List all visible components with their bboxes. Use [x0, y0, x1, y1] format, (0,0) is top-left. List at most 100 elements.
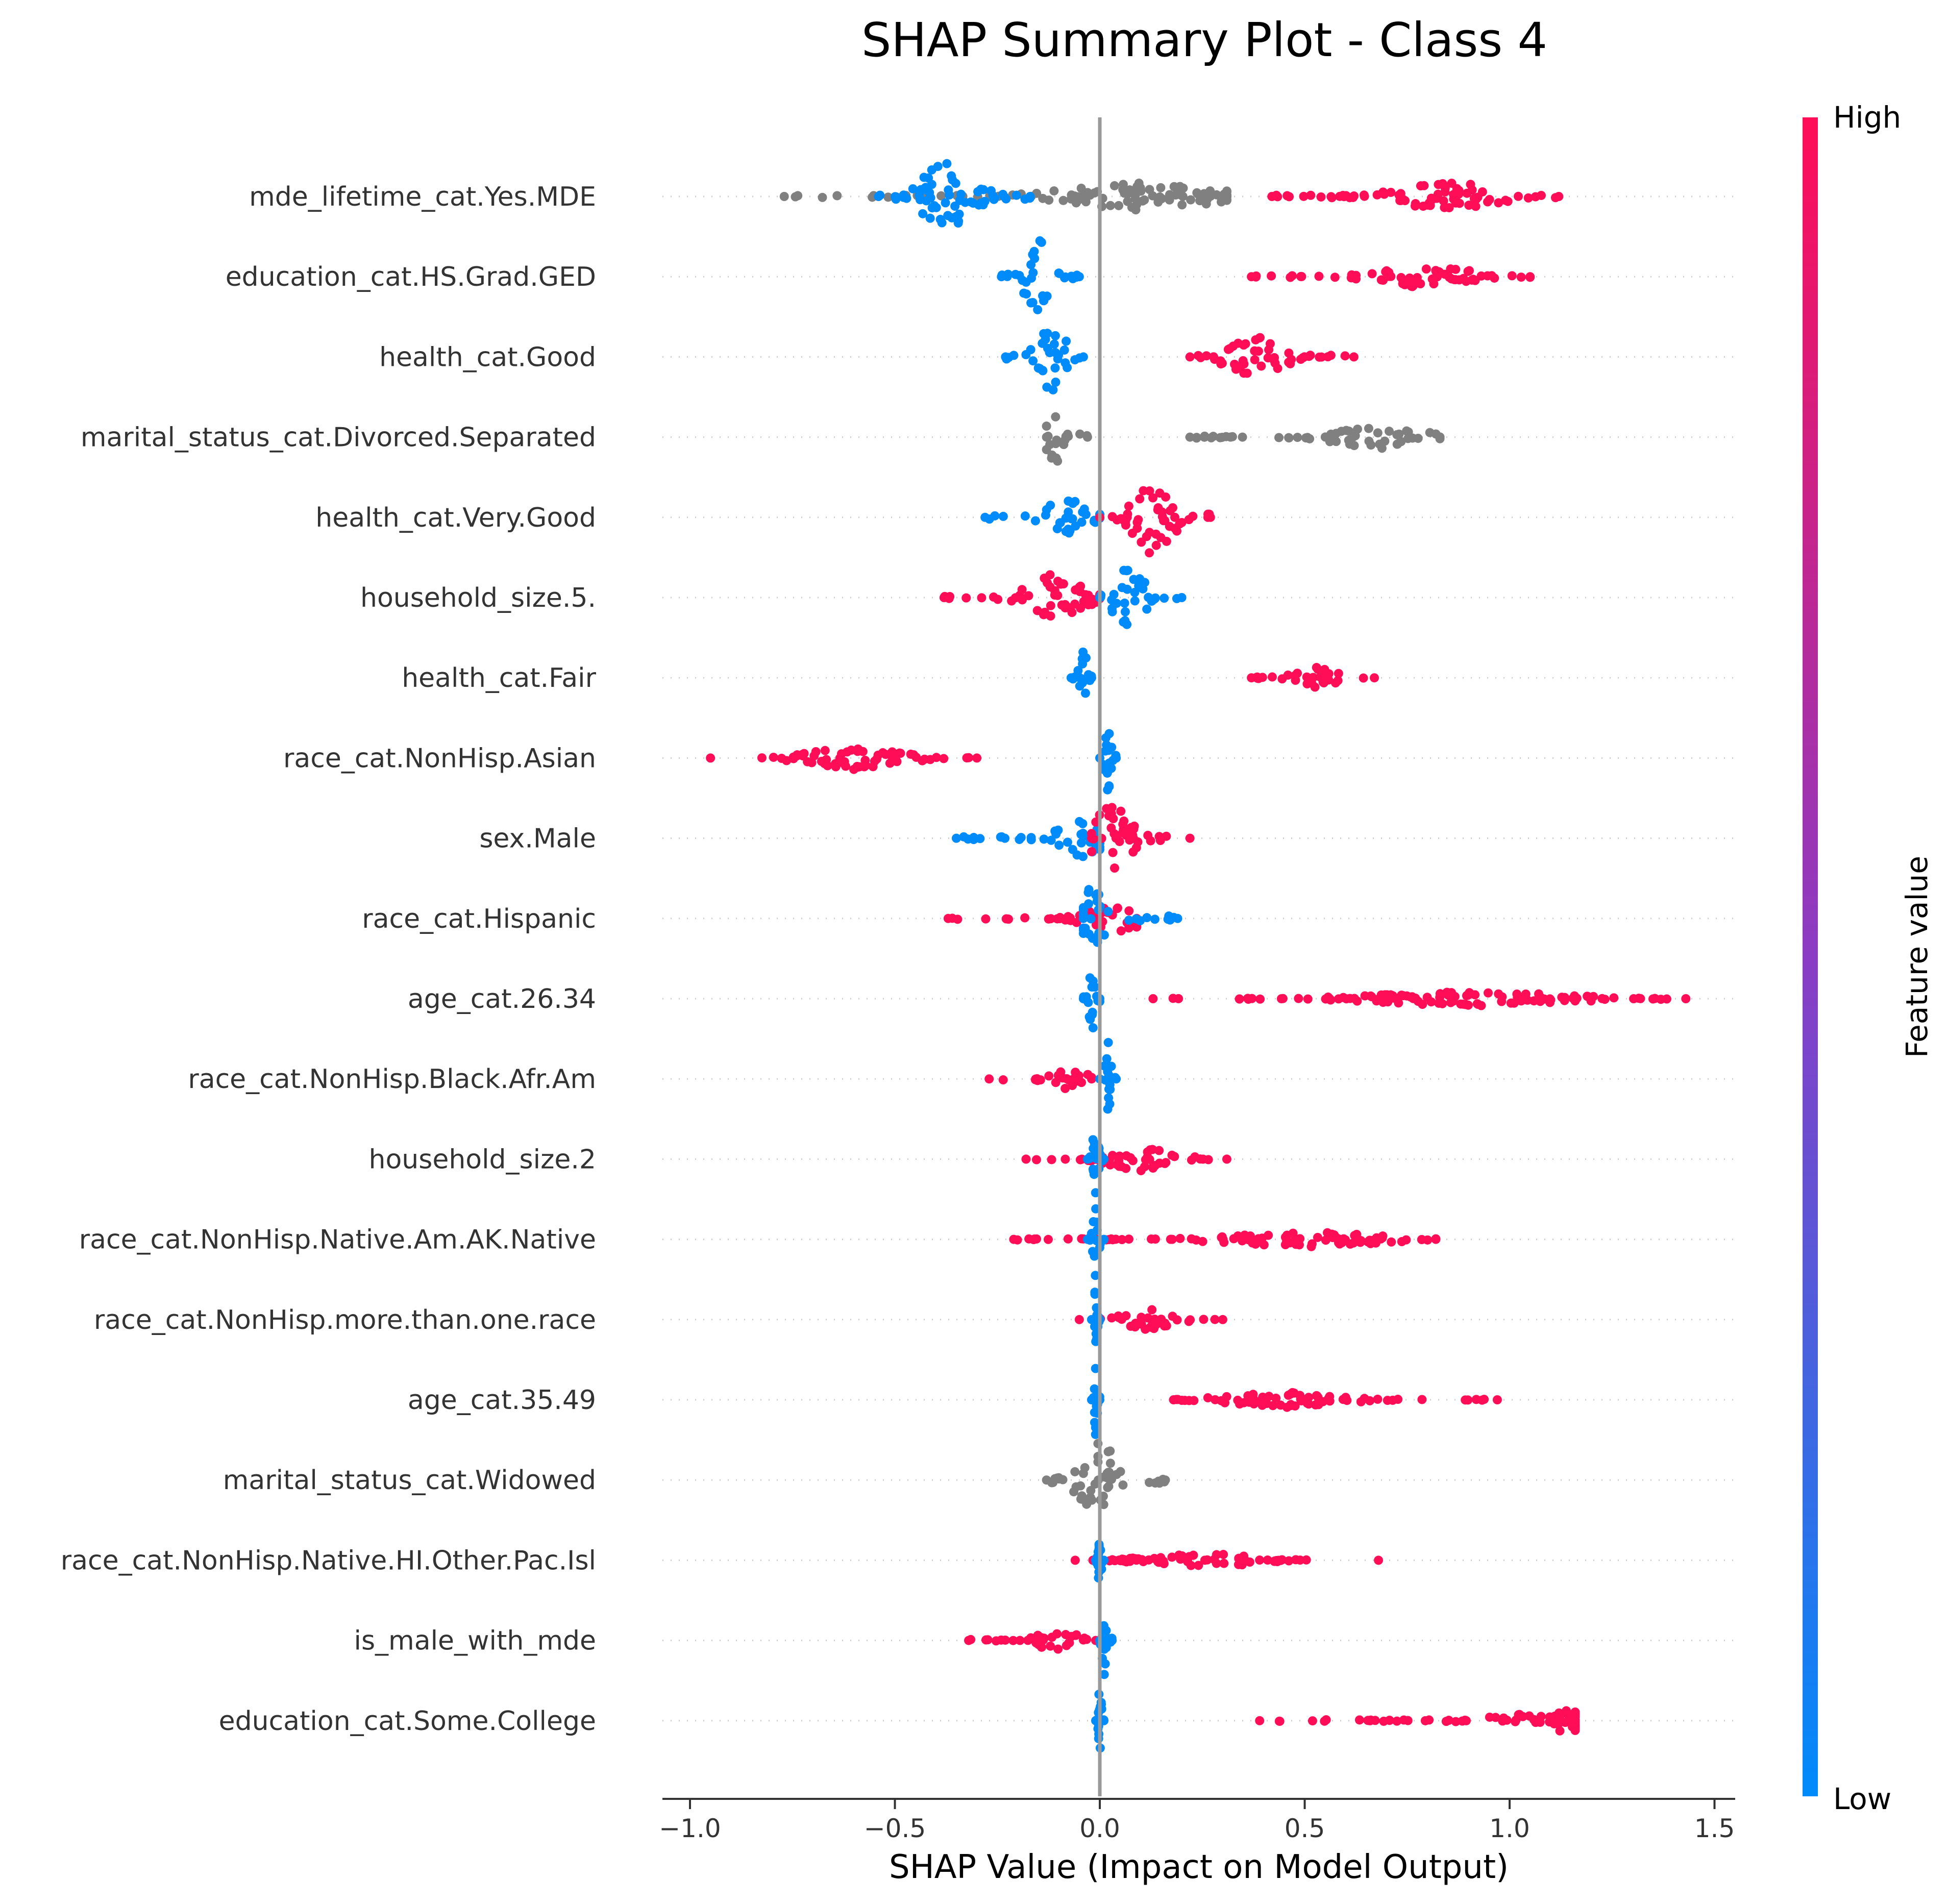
shap-point [1115, 1151, 1124, 1161]
shap-point [1402, 991, 1412, 1001]
shap-point [1480, 1395, 1489, 1404]
shap-point [1010, 269, 1020, 279]
shap-point [1426, 193, 1436, 203]
shap-point [933, 162, 943, 171]
shap-point [818, 192, 827, 202]
shap-point [1276, 994, 1286, 1004]
shap-point [1076, 829, 1086, 839]
shap-point [951, 833, 961, 843]
shap-point [1555, 1712, 1565, 1722]
shap-point [777, 754, 786, 763]
shap-point [840, 757, 849, 766]
shap-point [1274, 1555, 1284, 1565]
shap-point [1050, 363, 1060, 373]
shap-point [1103, 1468, 1113, 1477]
shap-point [1072, 270, 1082, 280]
shap-point [1225, 344, 1235, 354]
shap-point [1344, 426, 1354, 436]
shap-point [1417, 1234, 1426, 1244]
shap-point [1303, 994, 1313, 1004]
shap-point [1051, 412, 1061, 422]
shap-point [1273, 363, 1283, 373]
shap-point [1349, 994, 1359, 1003]
shap-point [1494, 198, 1503, 208]
shap-point [1053, 1644, 1063, 1654]
shap-point [1296, 271, 1306, 281]
shap-point [1384, 427, 1394, 436]
shap-point [1451, 1717, 1461, 1726]
shap-point [1106, 823, 1116, 833]
shap-point [1177, 200, 1187, 210]
shap-point [989, 592, 998, 602]
shap-point [977, 593, 987, 603]
shap-point [1545, 998, 1555, 1007]
shap-point [1560, 993, 1569, 1002]
shap-point [1222, 1154, 1231, 1164]
shap-point [1238, 432, 1247, 442]
shap-point [1318, 1397, 1328, 1406]
shap-point [1440, 203, 1449, 212]
feature-label: race_cat.NonHisp.Native.HI.Other.Pac.Isl [61, 1545, 596, 1576]
feature-label: marital_status_cat.Widowed [223, 1465, 596, 1496]
shap-point [1135, 494, 1145, 504]
shap-point [1302, 672, 1312, 682]
shap-point [1076, 838, 1086, 848]
shap-point [1061, 603, 1070, 613]
shap-point [1033, 363, 1043, 373]
shap-point [1042, 291, 1052, 301]
shap-point [1312, 1391, 1322, 1401]
shap-point [1061, 358, 1070, 368]
shap-point [1469, 194, 1479, 204]
shap-point [1271, 1393, 1281, 1403]
shap-point [1109, 589, 1119, 599]
shap-point [1030, 516, 1040, 526]
shap-point [1123, 189, 1133, 199]
shap-point [1434, 180, 1443, 189]
shap-point [1164, 911, 1174, 921]
shap-point [1109, 181, 1119, 190]
shap-point [1485, 194, 1494, 204]
shap-point [1126, 1153, 1136, 1163]
shap-point [1070, 1467, 1080, 1476]
shap-point [1408, 433, 1417, 443]
shap-point [1485, 1712, 1494, 1722]
shap-point [1114, 1313, 1124, 1322]
feature-label: race_cat.NonHisp.Asian [283, 743, 596, 774]
feature-label: health_cat.Fair [402, 663, 596, 694]
shap-point [1053, 1071, 1063, 1080]
shap-point [1050, 590, 1059, 600]
shap-point [1172, 1315, 1182, 1325]
shap-point [1109, 863, 1119, 873]
shap-point [1021, 277, 1031, 287]
shap-point [1340, 351, 1350, 361]
shap-point [1136, 1166, 1146, 1175]
shap-point [1073, 195, 1083, 205]
shap-point [1189, 1396, 1199, 1405]
shap-point [1114, 1555, 1124, 1565]
shap-point [1104, 781, 1114, 790]
shap-point [1177, 1396, 1187, 1405]
shap-point [1091, 1364, 1100, 1373]
shap-point [1113, 904, 1122, 913]
shap-point [1060, 435, 1070, 445]
shap-point [875, 190, 885, 200]
shap-point [1364, 424, 1373, 433]
shap-point [1366, 440, 1376, 450]
shap-point [990, 511, 1000, 521]
shap-point [817, 756, 826, 766]
shap-point [1535, 995, 1545, 1005]
shap-point [1250, 355, 1260, 364]
shap-point [1235, 994, 1244, 1004]
shap-point [1431, 429, 1441, 439]
shap-point [1081, 197, 1091, 207]
shap-point [1115, 836, 1124, 846]
shap-point [945, 592, 955, 602]
shap-point [1399, 1715, 1409, 1725]
shap-point [1028, 250, 1038, 259]
shap-point [1199, 1315, 1209, 1324]
shap-point [1217, 197, 1226, 207]
shap-point [1185, 833, 1195, 843]
shap-point [868, 762, 878, 772]
shap-point [1338, 191, 1348, 201]
